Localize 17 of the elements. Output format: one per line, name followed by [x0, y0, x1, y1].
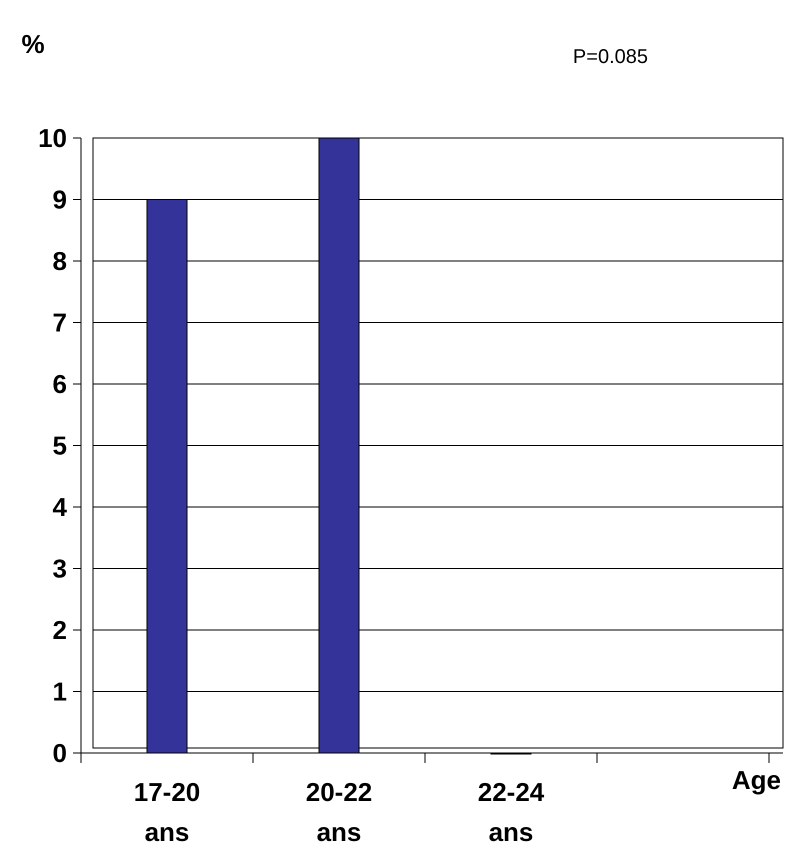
text: P=0.085 — [572, 46, 648, 68]
y-tick-label: 8 — [52, 246, 67, 276]
y-tick-label: 7 — [52, 308, 67, 338]
y-tick-label: 1 — [52, 676, 67, 707]
y-tick-label: 9 — [52, 184, 67, 215]
y-tick-label: 5 — [52, 430, 67, 461]
y-tick-label: 0 — [52, 738, 67, 768]
x-tick-label: 20-22 ans — [306, 777, 372, 847]
y-tick-label: 3 — [52, 554, 67, 584]
y-tick-label: 2 — [52, 615, 67, 646]
y-tick-label: 4 — [52, 492, 68, 522]
x-tick-label: 22-24 ans — [478, 777, 545, 847]
y-tick-label: 6 — [52, 369, 67, 400]
y-tick-label: 10 — [38, 123, 67, 154]
y-axis-title: % — [21, 29, 45, 59]
text: Age — [732, 765, 781, 795]
x-tick-label: 17-20 ans — [134, 777, 200, 847]
